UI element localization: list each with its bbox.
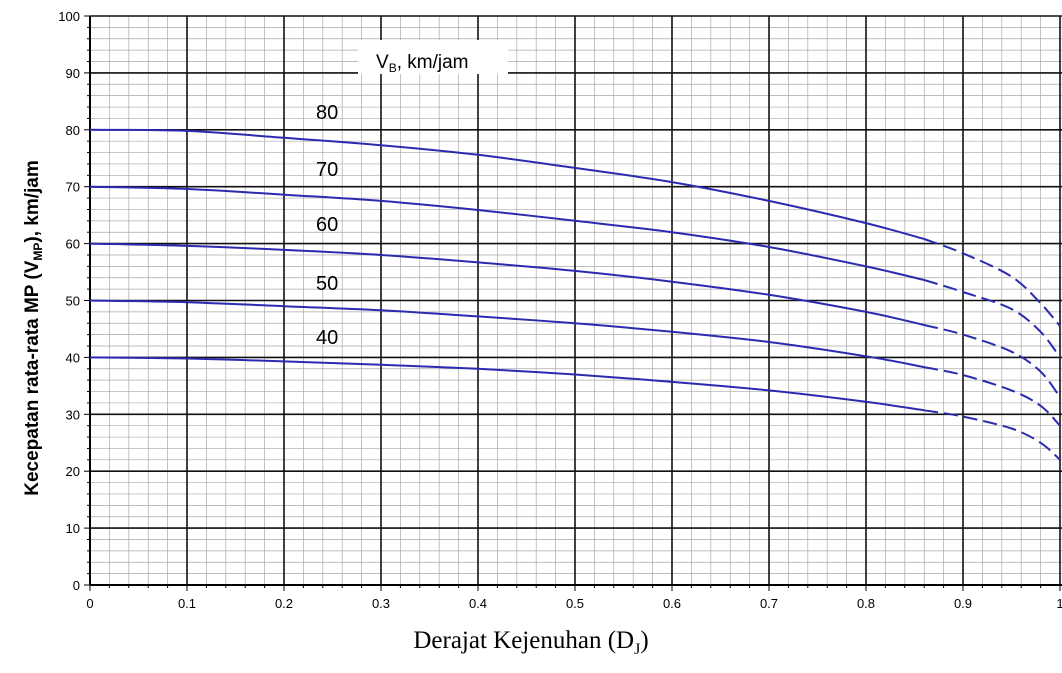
series-line-40-dashed [924,409,1061,461]
y-tick-label: 0 [73,578,80,593]
series-label-40: 40 [316,327,338,349]
series-label-50: 50 [316,273,338,295]
x-tick-label: 0.4 [469,596,487,611]
major-grid [89,15,1062,586]
series-40 [89,356,1061,461]
x-tick-label: 0.1 [178,596,196,611]
series-line-50-dashed [924,366,1061,427]
series-60 [89,242,1061,398]
series-label-80: 80 [316,102,338,124]
x-tick-label: 0.8 [857,596,875,611]
y-tick-label: 20 [66,464,80,479]
series-line-70-solid [89,185,925,281]
legend-title-box: VB, km/jam [358,40,508,75]
y-tick-label: 30 [66,407,80,422]
x-tick-label: 0.7 [760,596,778,611]
series-line-80-solid [89,128,925,240]
x-tick-label: 0.3 [372,596,390,611]
series-line-60-solid [89,242,925,326]
series-line-70-dashed [923,279,1061,358]
y-tick-label: 90 [66,66,80,81]
y-tick-label: 60 [66,237,80,252]
x-axis-label: Derajat Kejenuhan (DJ) [413,627,648,658]
series-70 [89,185,1061,358]
series-50 [89,299,1061,427]
legend-title-background [358,40,508,74]
y-tick-labels: 0 10 20 30 40 50 60 70 80 90 100 [58,9,80,593]
series-labels: 80 70 60 50 40 [316,102,338,349]
x-tick-label: 0.5 [566,596,584,611]
x-tick-label: 0.9 [954,596,972,611]
x-tick-label: 0.6 [663,596,681,611]
y-tick-label: 100 [58,9,80,24]
series-80 [89,128,1061,327]
series-lines [89,128,1061,461]
series-line-40-solid [89,356,925,412]
x-tick-label: 1 [1056,596,1062,611]
x-tick-label: 0 [86,596,93,611]
y-tick-label: 70 [66,180,80,195]
y-tick-label: 10 [66,521,80,536]
y-tick-label: 80 [66,123,80,138]
series-line-50-solid [89,299,925,369]
legend-title: VB, km/jam [376,52,468,75]
y-tick-label: 40 [66,350,80,365]
series-line-80-dashed [923,238,1061,327]
y-tick-label: 50 [66,294,80,309]
series-line-60-dashed [923,324,1061,398]
y-axis-label: Kecepatan rata-rata MP (VMP), km/jam [22,160,45,496]
x-tick-label: 0.2 [275,596,293,611]
series-label-60: 60 [316,214,338,236]
series-label-70: 70 [316,159,338,181]
x-tick-labels: 0 0.1 0.2 0.3 0.4 0.5 0.6 0.7 0.8 0.9 1 [86,596,1062,611]
